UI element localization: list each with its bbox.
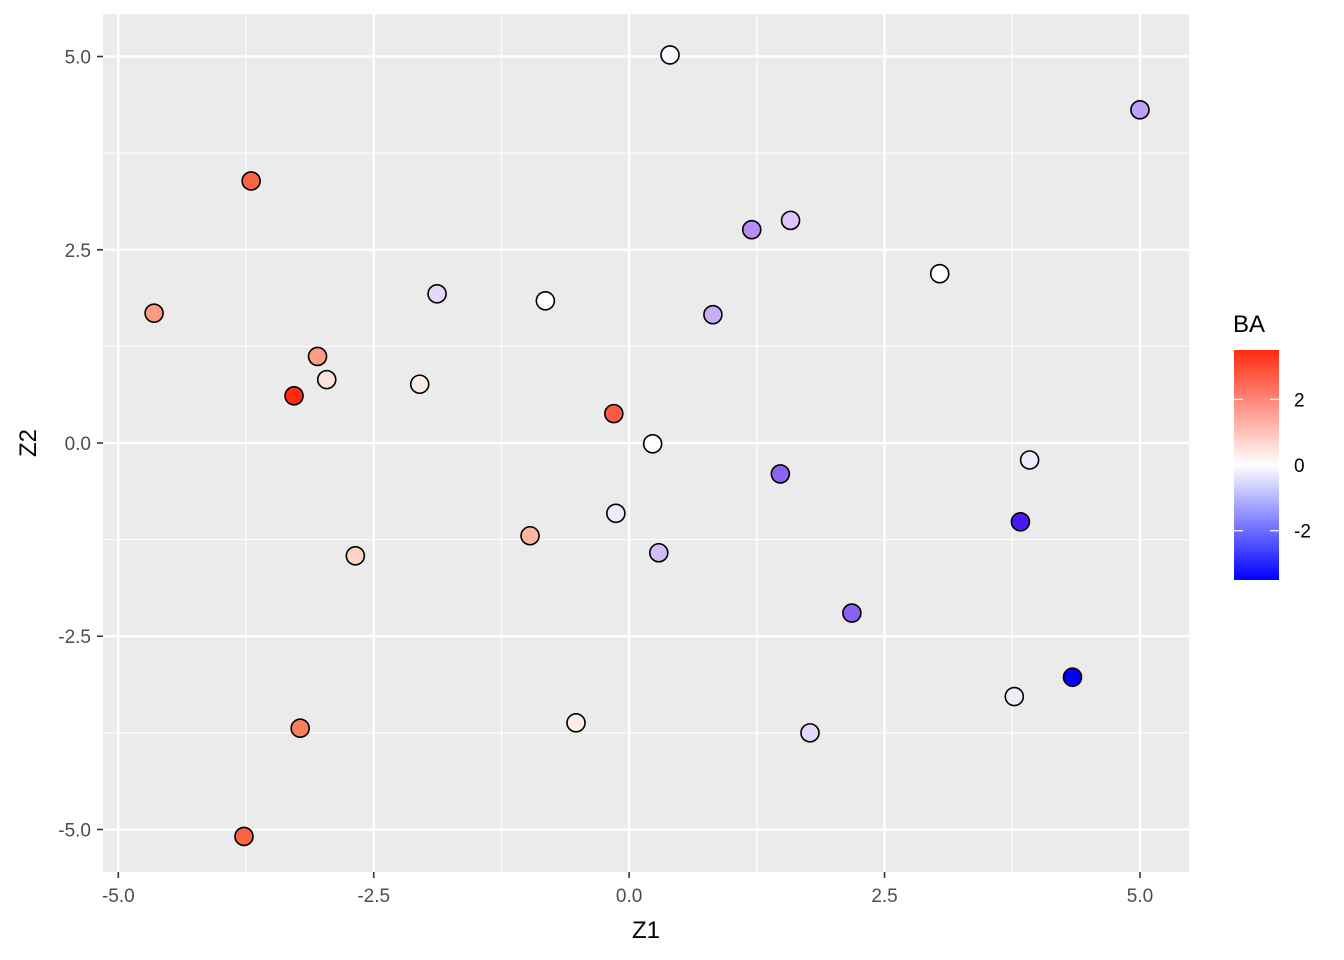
major-gridlines [103, 14, 1189, 872]
data-point [1019, 450, 1040, 470]
data-point [642, 433, 663, 454]
data-point [648, 542, 669, 563]
x-axis: -5.0 -2.5 0.0 2.5 5.0 [102, 872, 1153, 907]
y-tick-label: -2.5 [58, 627, 91, 648]
data-points [144, 45, 1150, 847]
data-point [606, 503, 626, 524]
data-point [703, 304, 723, 325]
data-point [535, 290, 556, 311]
y-tick-label: 2.5 [65, 241, 91, 262]
legend-title: BA [1233, 311, 1265, 338]
data-point [780, 210, 801, 231]
data-point [520, 525, 540, 546]
y-axis: -5.0 -2.5 0.0 2.5 5.0 [58, 48, 103, 841]
data-point [741, 219, 762, 240]
data-point [234, 826, 254, 847]
y-tick-label: 5.0 [65, 48, 91, 69]
x-tick-label: 2.5 [871, 886, 897, 907]
data-point [284, 386, 304, 406]
legend-tick-label: -2 [1294, 522, 1311, 543]
data-point [1004, 686, 1025, 707]
data-point [842, 603, 862, 623]
y-axis-title: Z2 [15, 429, 42, 457]
x-tick-label: 0.0 [616, 886, 642, 907]
x-tick-label: -5.0 [102, 886, 135, 907]
data-point [241, 171, 261, 191]
data-point [316, 369, 337, 390]
y-tick-label: -5.0 [58, 820, 91, 841]
data-point [345, 546, 366, 566]
data-point [660, 45, 680, 65]
data-point [427, 284, 447, 304]
y-tick-label: 0.0 [65, 434, 91, 455]
data-point [307, 346, 328, 367]
legend-tick-label: 2 [1294, 390, 1305, 411]
data-point [929, 263, 950, 284]
color-legend: BA 2 0 -2 [1233, 311, 1311, 580]
data-point [604, 403, 624, 424]
data-point [566, 713, 586, 733]
data-point [1010, 512, 1031, 532]
data-point [770, 464, 791, 484]
data-point [800, 723, 820, 743]
legend-tick-label: 0 [1294, 456, 1305, 477]
data-point [1062, 667, 1083, 688]
x-axis-title: Z1 [632, 917, 660, 944]
x-tick-label: 5.0 [1127, 886, 1153, 907]
data-point [144, 303, 164, 323]
data-point [409, 374, 430, 395]
x-tick-label: -2.5 [357, 886, 390, 907]
data-point [1130, 100, 1150, 120]
data-point [290, 718, 310, 739]
